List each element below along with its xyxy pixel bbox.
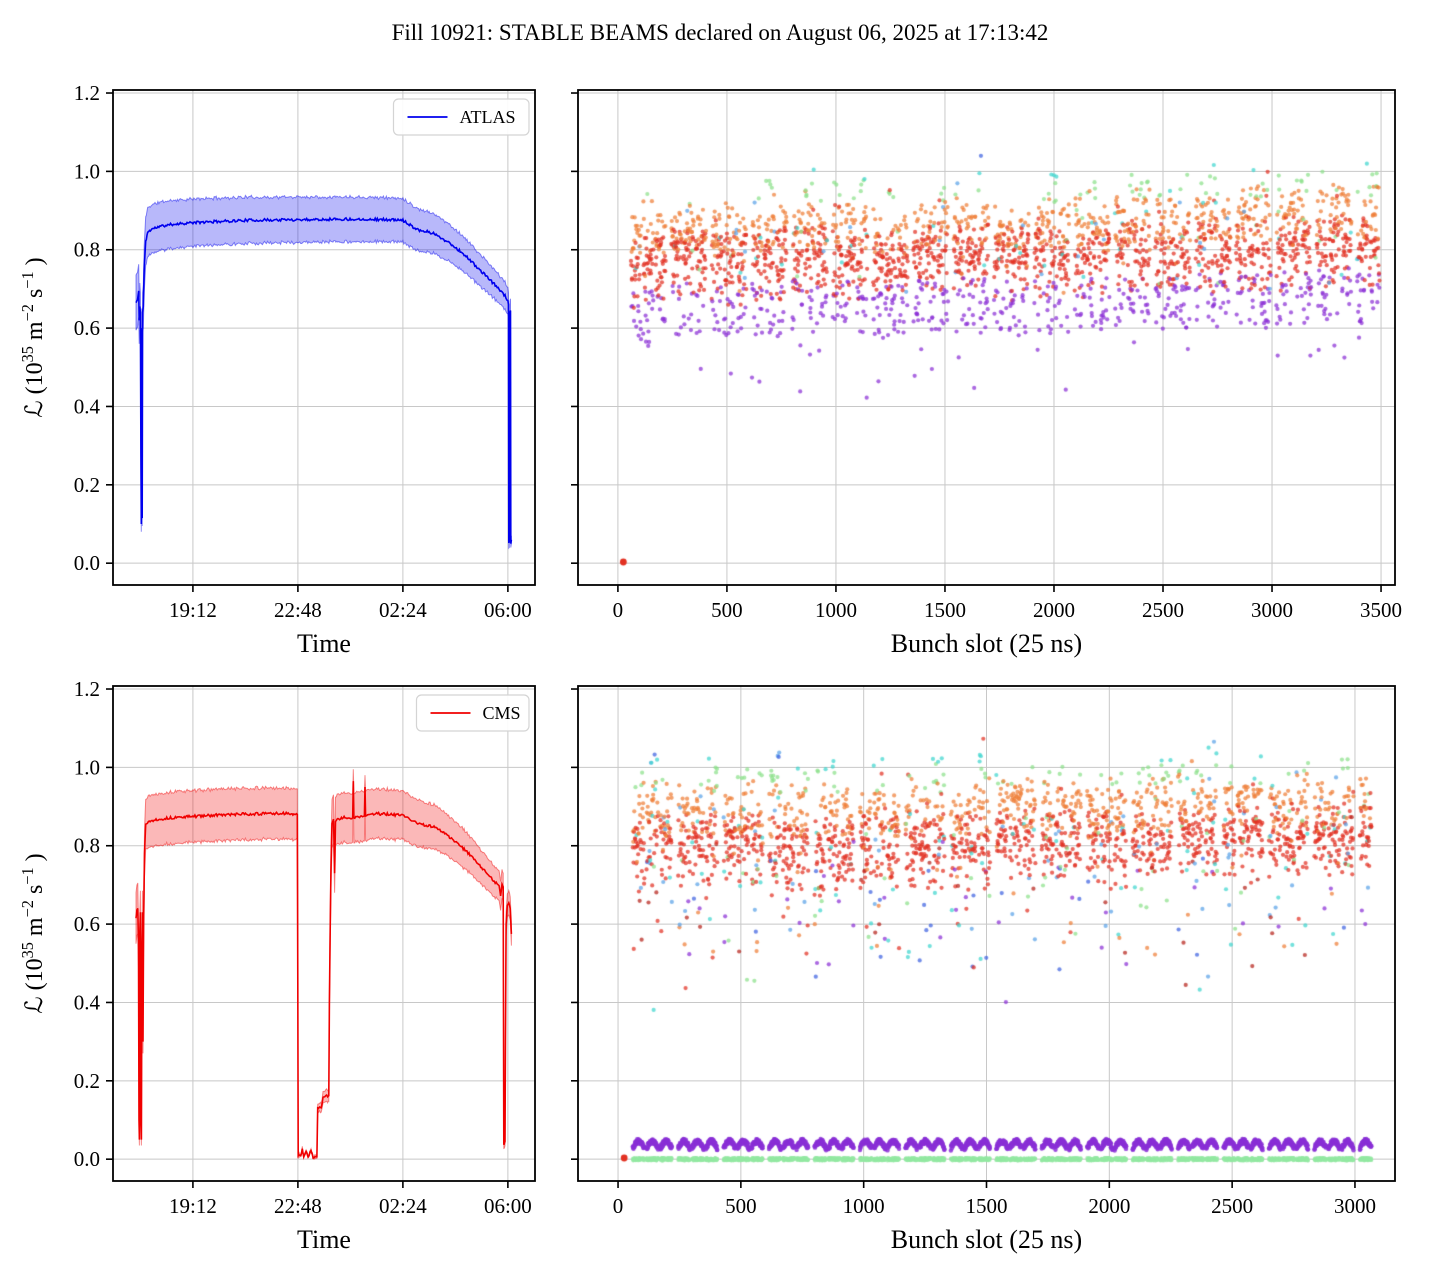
luminosity-line [135,216,513,544]
x-tick-label: 22:48 [274,1194,322,1218]
x-axis-label: Bunch slot (25 ns) [891,629,1082,658]
x-tick-label: 1000 [843,1194,885,1218]
y-axis-label: ℒ (1035 m−2 s−1 ) [18,257,48,417]
y-tick-label: 0.4 [74,394,101,418]
x-tick-label: 06:00 [484,1194,532,1218]
x-tick-label: 3000 [1334,1194,1376,1218]
x-axis-label: Time [297,1225,351,1254]
y-tick-label: 0.6 [74,316,100,340]
x-tick-label: 0 [613,1194,624,1218]
legend-cms-time: CMS [415,694,530,732]
y-tick-label: 1.2 [74,677,100,701]
x-tick-label: 06:00 [484,598,532,622]
y-tick-label: 0.0 [74,1147,100,1171]
x-tick-label: 19:12 [169,1194,217,1218]
x-tick-label: 3000 [1251,598,1293,622]
y-tick-label: 1.2 [74,81,100,105]
atlas-bunch-scatter-points [578,90,1395,585]
figure-title: Fill 10921: STABLE BEAMS declared on Aug… [391,20,1049,45]
cms-bunch-scatter-points [578,686,1395,1181]
luminosity-line [135,781,513,1160]
y-tick-label: 0.8 [74,238,100,262]
x-tick-label: 0 [613,598,624,622]
x-tick-label: 02:24 [379,598,427,622]
x-axis-label: Bunch slot (25 ns) [891,1225,1082,1254]
x-tick-label: 500 [711,598,743,622]
y-tick-label: 0.6 [74,912,100,936]
y-tick-label: 0.4 [74,990,101,1014]
y-tick-label: 1.0 [74,159,100,183]
legend-label: ATLAS [460,107,516,127]
legend-atlas-time: ATLAS [392,98,530,136]
y-axis-label: ℒ (1035 m−2 s−1 ) [18,853,48,1013]
y-tick-label: 0.2 [74,473,100,497]
x-tick-label: 2000 [1088,1194,1130,1218]
y-tick-label: 0.2 [74,1069,100,1093]
y-tick-label: 0.8 [74,834,100,858]
x-tick-label: 2500 [1142,598,1184,622]
x-tick-label: 02:24 [379,1194,427,1218]
uncertainty-band [135,769,512,1161]
x-tick-label: 1500 [924,598,966,622]
y-tick-label: 0.0 [74,551,100,575]
x-tick-label: 22:48 [274,598,322,622]
x-tick-label: 2500 [1211,1194,1253,1218]
x-tick-label: 19:12 [169,598,217,622]
legend-label: CMS [483,703,521,723]
x-tick-label: 2000 [1033,598,1075,622]
x-tick-label: 1500 [966,1194,1008,1218]
y-tick-label: 1.0 [74,755,100,779]
x-tick-label: 1000 [815,598,857,622]
x-tick-label: 500 [725,1194,757,1218]
x-axis-label: Time [297,629,351,658]
x-tick-label: 3500 [1360,598,1402,622]
